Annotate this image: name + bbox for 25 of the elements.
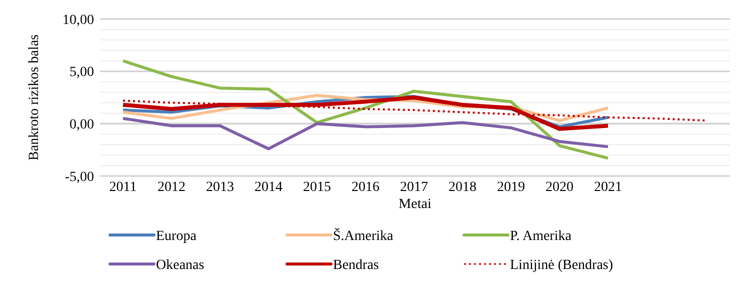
legend-label: Europa — [156, 228, 198, 244]
x-tick-label: 2019 — [497, 180, 525, 195]
x-tick-label: 2018 — [448, 180, 476, 195]
x-tick-label: 2011 — [109, 180, 137, 195]
legend-label: Linijinė (Bendras) — [510, 258, 614, 273]
y-tick-label: 10,00 — [62, 12, 94, 28]
x-tick-label: 2014 — [254, 180, 282, 195]
legend-label: Bendras — [333, 258, 379, 273]
x-tick-label: 2012 — [158, 180, 186, 195]
line-series — [122, 59, 610, 160]
x-tick-label: 2013 — [206, 180, 234, 195]
x-tick-label: 2015 — [303, 180, 331, 195]
x-tick-label: 2020 — [546, 180, 574, 195]
x-axis-title: Metai — [398, 197, 432, 212]
y-tick-label: -5,00 — [64, 170, 94, 185]
legend-label: Okeanas — [156, 258, 204, 273]
legend-label: P. Amerika — [510, 228, 572, 244]
y-axis-title: Bankroto rizikos balas — [27, 34, 42, 160]
y-tick-label: 5,00 — [70, 65, 94, 80]
x-tick-label: 2017 — [400, 180, 428, 195]
line-series — [122, 116, 610, 150]
x-tick-label: 2016 — [352, 180, 380, 195]
y-tick-label: 0,00 — [70, 118, 94, 133]
x-tick-label: 2021 — [594, 180, 622, 195]
legend-label: Š.Amerika — [333, 226, 394, 244]
